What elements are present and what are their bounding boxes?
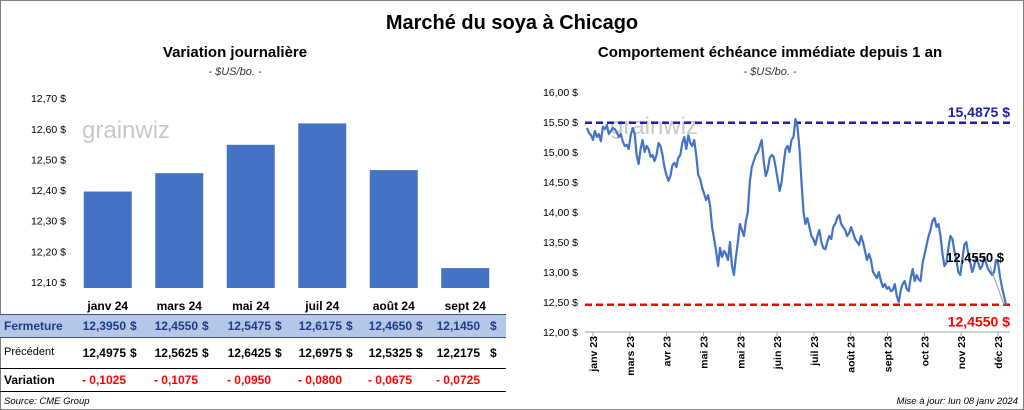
table-cell: 12,6425 (227, 346, 271, 360)
price-series-line (585, 117, 1008, 305)
y-tick-label: 12,10 $ (31, 277, 66, 289)
table-cell-unit: $ (346, 346, 353, 360)
x-tick-label: oct 23 (919, 336, 931, 367)
category-label: sept 24 (445, 299, 487, 313)
low-reference-label: 12,4550 $ (948, 314, 1010, 330)
table-cell-unit: $ (416, 346, 423, 360)
y-tick-label: 12,30 $ (31, 216, 66, 228)
table-cell-unit: $ (416, 319, 423, 333)
y-tick-label: 12,70 $ (31, 93, 66, 105)
bar (298, 123, 347, 288)
y-tick-label: 13,00 $ (543, 267, 578, 279)
x-tick-label: janv 23 (588, 336, 600, 373)
update-note: Mise à jour: lun 08 janv 2024 (896, 396, 1018, 407)
table-row-variation: Variation - 0,1025 - 0,1075 - 0,0950 - 0… (0, 368, 506, 392)
x-tick-label: juil 23 (809, 336, 821, 367)
row-label: Fermeture (4, 319, 63, 333)
table-cell: 12,5625 (154, 346, 198, 360)
table-cell: 12,3950 (82, 319, 126, 333)
table-cell: 12,1450 (436, 319, 480, 333)
x-tick-label: déc 23 (993, 336, 1005, 369)
last-value-leader (989, 265, 1005, 305)
table-cell: - 0,0675 (367, 373, 412, 387)
table-cell-unit: $ (130, 319, 137, 333)
category-label: mai 24 (232, 299, 270, 313)
table-cell-unit: $ (202, 319, 209, 333)
table-cell-unit: $ (275, 319, 282, 333)
category-label: juil 24 (304, 299, 339, 313)
y-tick-label: 14,50 $ (543, 177, 578, 189)
y-tick-label: 12,50 $ (543, 297, 578, 309)
right-chart-title: Comportement échéance immédiate depuis 1… (597, 44, 943, 61)
table-cell-unit: $ (130, 346, 137, 360)
bar (155, 173, 204, 288)
table-cell: 12,4975 (82, 346, 126, 360)
y-tick-label: 12,60 $ (31, 124, 66, 136)
table-cell: - 0,0800 (297, 373, 342, 387)
x-tick-label: mai 23 (698, 336, 710, 369)
y-tick-label: 12,00 $ (543, 327, 578, 339)
table-cell: 12,5325 (368, 346, 412, 360)
table-cell-unit: $ (490, 319, 497, 333)
x-tick-label: août 23 (846, 336, 858, 373)
source-note: Source: CME Group (4, 396, 90, 407)
right-chart-unit: - $US/bo. - (743, 66, 797, 78)
y-tick-label: 15,50 $ (543, 117, 578, 129)
y-tick-label: 12,40 $ (31, 185, 66, 197)
x-tick-label: nov 23 (956, 336, 968, 369)
table-cell-unit: $ (275, 346, 282, 360)
bar (441, 268, 490, 288)
main-title: Marché du soya à Chicago (385, 12, 639, 34)
table-row-fermeture: Fermeture 12,3950 $ 12,4550 $ 12,5475 $ … (0, 314, 506, 338)
last-value-label: 12,4550 $ (946, 250, 1005, 265)
x-tick-label: avr 23 (662, 336, 674, 367)
left-watermark: grainwiz (82, 117, 170, 144)
table-cell: 12,6975 (298, 346, 342, 360)
bar (369, 170, 418, 288)
high-reference-label: 15,4875 $ (948, 104, 1010, 120)
category-label: janv 24 (86, 299, 128, 313)
table-cell: - 0,1075 (153, 373, 198, 387)
table-cell: - 0,1025 (81, 373, 126, 387)
x-tick-label: sept 23 (883, 336, 895, 372)
x-tick-label: mars 23 (625, 336, 637, 376)
x-tick-label: mai 23 (735, 336, 747, 369)
y-tick-label: 12,50 $ (31, 154, 66, 166)
table-cell: 12,4550 (154, 319, 198, 333)
table-cell: 12,5475 (227, 319, 271, 333)
left-chart-title: Variation journalière (162, 44, 308, 61)
table-cell-unit: $ (490, 346, 497, 360)
category-label: mars 24 (157, 299, 203, 313)
row-label: Précédent (4, 346, 55, 358)
left-chart-unit: - $US/bo. - (208, 66, 262, 78)
table-cell: 12,2175 (436, 346, 480, 360)
y-tick-label: 12,20 $ (31, 246, 66, 258)
table-cell-unit: $ (202, 346, 209, 360)
right-watermark: grainwiz (610, 113, 698, 140)
bar-chart: 12,10 $ 12,20 $ 12,30 $ 12,40 $ 12,50 $ 12,60… (31, 93, 490, 313)
y-tick-label: 13,50 $ (543, 237, 578, 249)
table-cell: 12,4650 (368, 319, 412, 333)
bar (83, 191, 132, 288)
table-cell: - 0,0950 (226, 373, 271, 387)
y-tick-label: 14,00 $ (543, 207, 578, 219)
row-label: Variation (4, 373, 55, 387)
table-cell: - 0,0725 (435, 373, 480, 387)
table-row-precedent: Précédent 12,4975 $ 12,5625 $ 12,6425 $ … (0, 342, 506, 364)
table-cell: 12,6175 (298, 319, 342, 333)
y-tick-label: 15,00 $ (543, 147, 578, 159)
bar (226, 144, 275, 288)
line-chart: 12,00 $ 12,50 $ 13,00 $ 13,50 $ 14,00 $ 14,50… (543, 87, 1010, 376)
x-tick-label: juin 23 (772, 336, 784, 370)
y-tick-label: 16,00 $ (543, 87, 578, 99)
table-cell-unit: $ (346, 319, 353, 333)
category-label: août 24 (373, 299, 415, 313)
